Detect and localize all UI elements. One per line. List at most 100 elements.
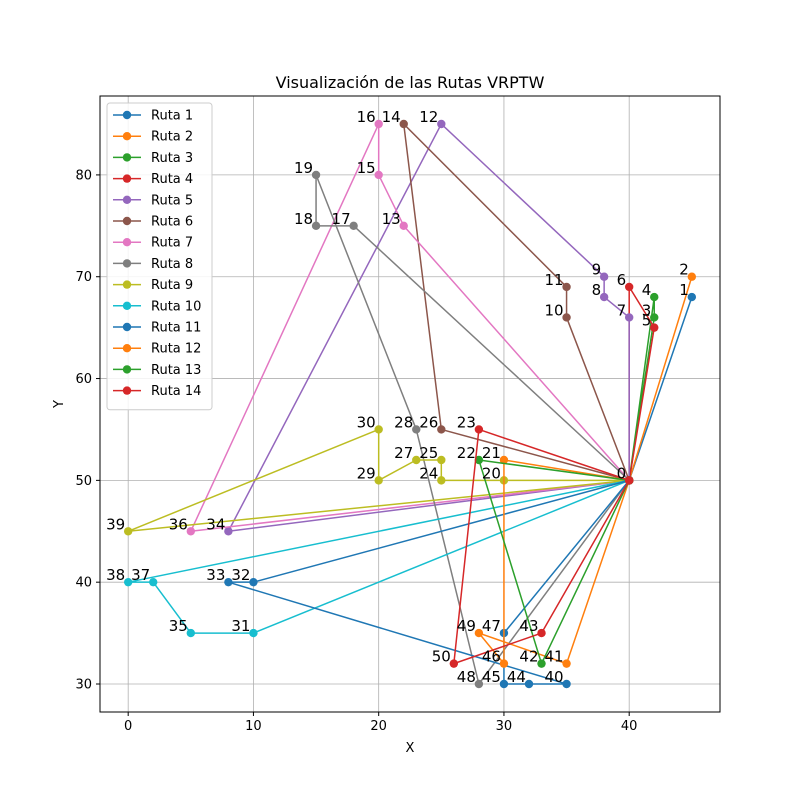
route-line — [478, 459, 630, 665]
node-label: 4 — [642, 281, 652, 299]
legend-marker — [122, 280, 132, 289]
legend-box — [106, 102, 213, 411]
node-label: 7 — [617, 301, 627, 319]
route-point — [249, 577, 258, 587]
legend-entry: Ruta 9 — [113, 278, 193, 293]
legend-entry: Ruta 11 — [113, 321, 201, 336]
route-point — [186, 628, 196, 638]
legend-entry: Ruta 3 — [113, 151, 193, 166]
legend-label: Ruta 5 — [151, 193, 193, 208]
route-point — [687, 292, 697, 302]
route-line — [478, 459, 630, 665]
legend-marker — [122, 174, 132, 183]
legend-marker — [122, 259, 132, 268]
node-label: 25 — [419, 444, 438, 462]
route-point — [499, 679, 509, 689]
route-point — [650, 292, 659, 302]
legend-marker — [122, 132, 132, 141]
route-point — [374, 170, 383, 180]
route-point — [224, 577, 233, 587]
y-axis-label: Y — [52, 400, 67, 409]
route-point — [650, 313, 659, 322]
node-label: 45 — [482, 668, 501, 686]
legend-entry: Ruta 4 — [113, 172, 193, 187]
legend-label: Ruta 13 — [151, 363, 201, 378]
node-label: 39 — [106, 515, 125, 533]
x-tick-label: 20 — [370, 719, 387, 734]
route-point — [599, 272, 609, 281]
node-label: 38 — [106, 566, 125, 584]
legend-entry: Ruta 13 — [113, 363, 201, 378]
route-point — [624, 282, 634, 292]
route-14 — [449, 425, 634, 668]
route-point — [499, 659, 509, 668]
node-label: 8 — [592, 281, 602, 299]
route-line — [628, 296, 655, 481]
node-label: 11 — [544, 271, 563, 289]
legend-marker — [122, 386, 132, 395]
node-label: 1 — [679, 281, 689, 299]
route-10 — [123, 476, 634, 638]
node-label: 3 — [642, 301, 652, 319]
x-axis-label: X — [406, 741, 415, 756]
node-label: 42 — [519, 648, 538, 666]
route-point — [349, 221, 358, 231]
legend-label: Ruta 1 — [151, 109, 193, 124]
node-label: 48 — [457, 668, 476, 686]
y-tick-label: 30 — [75, 678, 92, 693]
node-label: 17 — [332, 210, 351, 228]
y-tick-label: 70 — [75, 270, 92, 285]
legend-entry: Ruta 2 — [113, 130, 193, 145]
legend-entry: Ruta 1 — [113, 109, 193, 124]
node-label: 29 — [357, 464, 376, 482]
node-label: 20 — [482, 464, 501, 482]
route-point — [123, 527, 133, 536]
legend-label: Ruta 14 — [151, 384, 201, 399]
legend: Ruta 1 Ruta 2 Ruta 3 Ruta 4 Ruta 5 Ruta 6 Ruta… — [106, 102, 213, 411]
route-point — [399, 221, 408, 231]
route-point — [537, 659, 546, 668]
x-tick-label: 30 — [496, 719, 513, 734]
legend-label: Ruta 6 — [151, 215, 193, 230]
y-tick-label: 40 — [75, 576, 92, 591]
node-label: 26 — [419, 413, 438, 431]
legend-marker — [122, 301, 132, 310]
y-tick-label: 50 — [75, 474, 92, 489]
legend-label: Ruta 3 — [151, 151, 193, 166]
route-point — [374, 425, 383, 434]
node-label: 40 — [544, 668, 563, 686]
route-point — [687, 272, 697, 281]
legend-label: Ruta 2 — [151, 130, 193, 145]
node-label: 19 — [294, 159, 313, 177]
node-label: 34 — [206, 515, 225, 533]
node-label: 31 — [231, 617, 250, 635]
route-point — [537, 628, 546, 638]
route-point — [562, 659, 571, 668]
node-label: 44 — [507, 668, 526, 686]
node-label: 10 — [544, 301, 563, 319]
node-label: 47 — [482, 617, 501, 635]
node-label: 21 — [482, 444, 501, 462]
route-point — [524, 679, 534, 689]
legend-label: Ruta 4 — [151, 172, 193, 187]
legend-marker — [122, 365, 132, 374]
legend-entry: Ruta 6 — [113, 215, 193, 230]
node-label: 37 — [131, 566, 150, 584]
legend-marker — [122, 216, 132, 226]
route-point — [249, 628, 258, 638]
legend-marker — [122, 344, 132, 353]
route-point — [624, 313, 634, 322]
route-point — [599, 292, 609, 302]
y-tick-label: 80 — [75, 168, 92, 183]
route-point — [186, 527, 196, 536]
legend-label: Ruta 12 — [151, 342, 201, 357]
legend-entry: Ruta 7 — [113, 236, 193, 251]
node-label: 30 — [357, 413, 376, 431]
route-line — [402, 123, 630, 482]
node-label: 2 — [679, 261, 689, 279]
route-point — [650, 323, 659, 332]
route-point — [624, 476, 634, 485]
route-point — [412, 455, 421, 465]
